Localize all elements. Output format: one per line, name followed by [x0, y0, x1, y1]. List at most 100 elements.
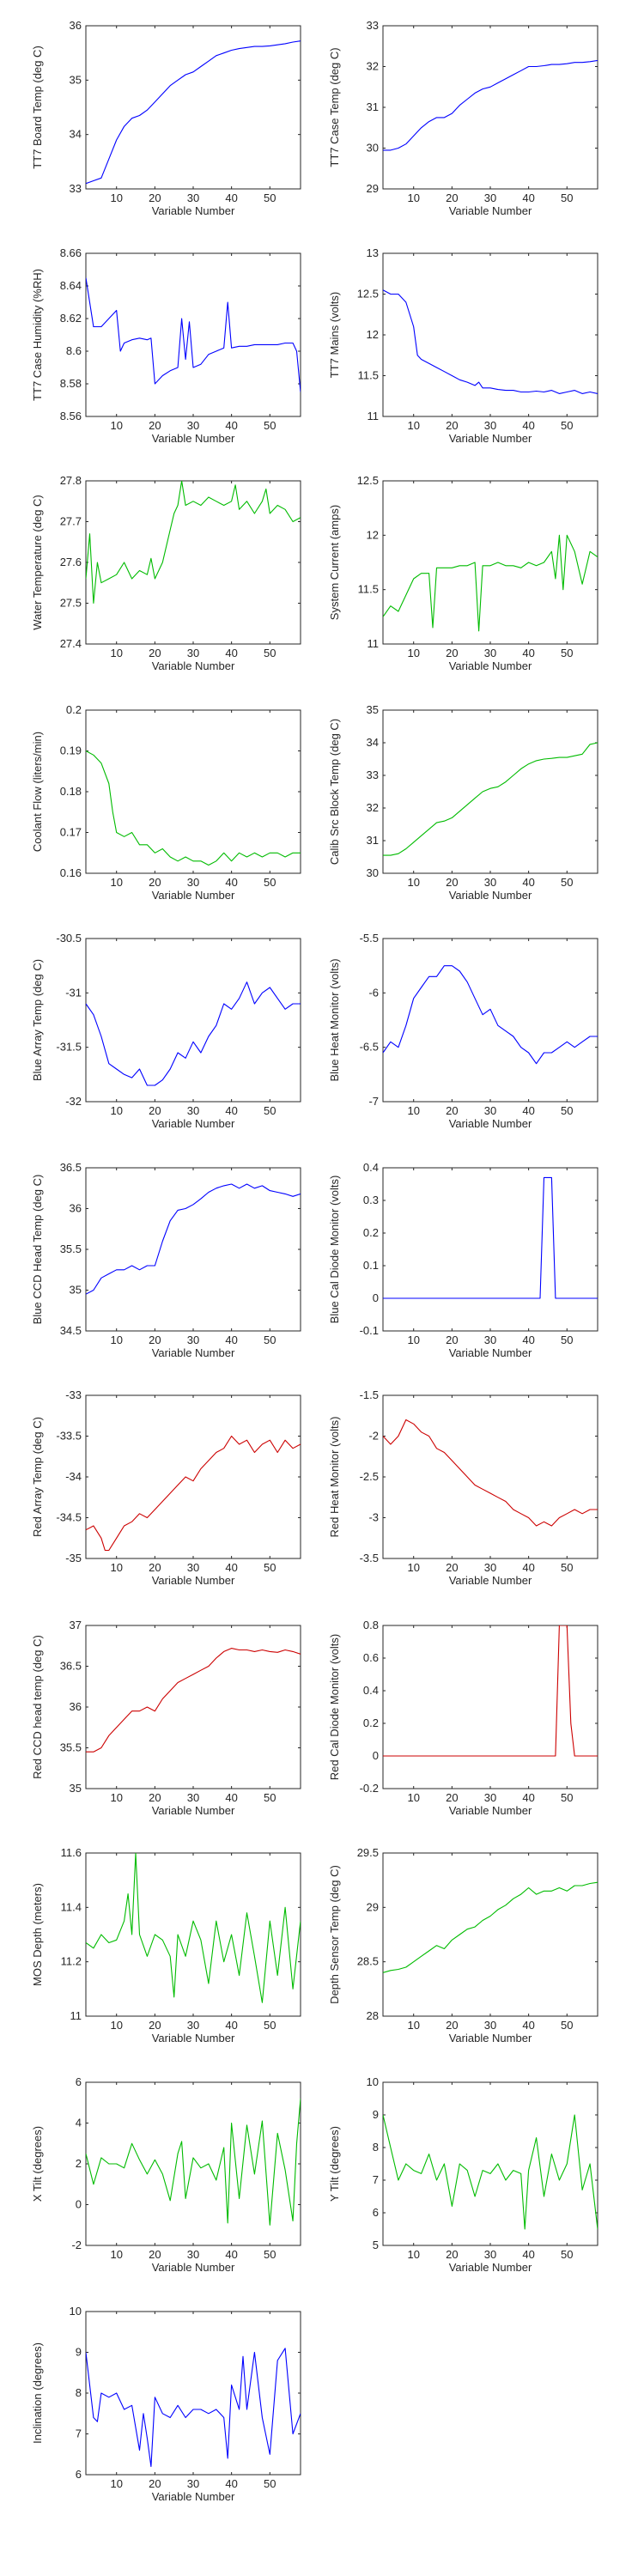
- chart-21-x-tick-label: 30: [187, 2477, 199, 2490]
- chart-15-plot-frame: [85, 1625, 301, 1789]
- chart-12-x-tick-label: 50: [561, 1334, 573, 1346]
- chart-19-y-tick-label: 2: [76, 2157, 82, 2170]
- chart-18-x-tick-label: 40: [522, 2019, 534, 2032]
- chart-13: 10 20 30 40 50 -35 -34.5 -34 -33.5 -33 Variable Nu…: [31, 1388, 301, 1587]
- chart-13-y-tick-label: -33.5: [56, 1430, 82, 1443]
- chart-3-x-axis-label: Variable Number: [152, 432, 235, 445]
- chart-16-y-tick-label: 0.2: [363, 1716, 379, 1729]
- chart-18-x-tick-label: 50: [561, 2019, 573, 2032]
- chart-19-series-line: [86, 2098, 301, 2226]
- chart-2-x-tick-label: 30: [484, 191, 496, 204]
- chart-9-y-tick-label: -31.5: [56, 1041, 82, 1054]
- chart-20-x-tick-label: 10: [407, 2248, 419, 2261]
- chart-2-plot-frame: [382, 25, 598, 190]
- chart-19-x-axis-label: Variable Number: [152, 2261, 235, 2274]
- chart-16-series-line: [383, 1625, 598, 1757]
- chart-5-series-line: [86, 481, 301, 605]
- chart-6-y-tick-label: 12: [367, 528, 379, 541]
- chart-21-y-axis-label: Inclination (degrees): [31, 2342, 44, 2444]
- chart-10-x-axis-label: Variable Number: [449, 1117, 532, 1130]
- chart-15-y-tick-label: 35: [70, 1782, 82, 1795]
- chart-17-y-axis-label: MOS Depth (meters): [31, 1883, 44, 1986]
- chart-14-series-line: [383, 1419, 598, 1527]
- chart-10-y-axis-label: Blue Heat Monitor (volts): [328, 958, 341, 1081]
- chart-5-x-tick-label: 30: [187, 647, 199, 659]
- chart-5-x-axis-label: Variable Number: [152, 659, 235, 672]
- chart-13-x-tick-label: 10: [110, 1561, 122, 1574]
- chart-6-y-tick-label: 11: [368, 637, 380, 650]
- chart-11-y-tick-label: 35.5: [60, 1242, 82, 1255]
- chart-15: 10 20 30 40 50 35 35.5 36 36.5 37 Variable Number R…: [31, 1619, 301, 1817]
- chart-16-y-tick-label: 0.6: [363, 1651, 379, 1664]
- chart-7-y-axis-label: Coolant Flow (liters/min): [31, 732, 44, 852]
- chart-9-series-line: [86, 981, 301, 1086]
- chart-10-x-tick-label: 50: [561, 1104, 573, 1117]
- chart-15-y-tick-label: 36.5: [60, 1660, 82, 1673]
- chart-3-y-tick-label: 8.62: [60, 312, 82, 325]
- chart-10-x-tick-label: 40: [522, 1104, 534, 1117]
- chart-6-x-tick-label: 40: [522, 647, 534, 659]
- chart-11-y-tick-label: 36: [70, 1202, 82, 1215]
- chart-11-x-tick-label: 10: [110, 1334, 122, 1346]
- chart-12-y-tick-label: -0.1: [360, 1324, 379, 1337]
- chart-5-x-tick-label: 50: [264, 647, 276, 659]
- chart-9-plot-frame: [85, 938, 301, 1103]
- chart-1-x-tick-label: 40: [225, 191, 237, 204]
- chart-2-y-tick-label: 33: [367, 19, 379, 32]
- chart-2: 10 20 30 40 50 29 30 31 32 33 Variable Number TT7 C…: [328, 19, 598, 217]
- chart-12-series-line: [383, 1176, 598, 1299]
- chart-8-y-tick-label: 33: [367, 769, 379, 781]
- chart-18-y-tick-label: 29: [367, 1900, 379, 1913]
- chart-10-y-tick-label: -6: [368, 986, 379, 999]
- chart-21-x-axis-label: Variable Number: [152, 2490, 235, 2503]
- chart-11-x-tick-label: 20: [149, 1334, 161, 1346]
- chart-4-y-tick-label: 11.5: [358, 369, 379, 382]
- chart-14-x-tick-label: 50: [561, 1561, 573, 1574]
- chart-20-x-tick-label: 30: [484, 2248, 496, 2261]
- chart-7-series-line: [86, 750, 301, 866]
- chart-20-x-axis-label: Variable Number: [449, 2261, 532, 2274]
- chart-14-y-axis-label: Red Heat Monitor (volts): [328, 1417, 341, 1538]
- chart-11-y-axis-label: Blue CCD Head Temp (deg C): [31, 1175, 44, 1325]
- chart-9-x-tick-label: 10: [110, 1104, 122, 1117]
- chart-12-y-tick-label: 0.1: [363, 1259, 379, 1272]
- chart-4-x-tick-label: 30: [484, 419, 496, 432]
- chart-11-y-tick-label: 36.5: [60, 1161, 82, 1174]
- chart-20-y-tick-label: 8: [373, 2141, 379, 2154]
- chart-13-y-axis-label: Red Array Temp (deg C): [31, 1417, 44, 1537]
- chart-15-x-tick-label: 40: [225, 1791, 237, 1804]
- chart-10: 10 20 30 40 50 -7 -6.5 -6 -5.5 Variable Number Blu…: [328, 932, 598, 1130]
- chart-16-y-tick-label: -0.2: [360, 1782, 379, 1795]
- chart-20-plot-frame: [382, 2081, 598, 2246]
- chart-4-x-axis-label: Variable Number: [449, 432, 532, 445]
- chart-5-y-tick-label: 27.5: [60, 597, 82, 610]
- chart-2-y-tick-label: 32: [367, 60, 379, 73]
- chart-18-plot-frame: [382, 1852, 598, 2017]
- chart-19-x-tick-label: 10: [110, 2248, 122, 2261]
- chart-3: 10 20 30 40 50 8.56 8.58 8.6 8.62 8.64 8.66 Variabl…: [31, 246, 301, 445]
- chart-6-series-line: [383, 534, 598, 632]
- chart-1-series-line: [86, 40, 301, 185]
- chart-21-x-tick-label: 50: [264, 2477, 276, 2490]
- chart-8-y-tick-label: 32: [367, 801, 379, 814]
- chart-6-x-tick-label: 10: [407, 647, 419, 659]
- chart-15-y-axis-label: Red CCD head temp (deg C): [31, 1635, 44, 1779]
- chart-18-x-tick-label: 20: [446, 2019, 458, 2032]
- chart-16: 10 20 30 40 50 -0.2 0 0.2 0.4 0.6 0.8 Variable Numb…: [328, 1619, 598, 1817]
- chart-1-x-axis-label: Variable Number: [152, 204, 235, 217]
- chart-21-x-tick-label: 40: [225, 2477, 237, 2490]
- chart-4-x-tick-label: 50: [561, 419, 573, 432]
- chart-1-x-tick-label: 50: [264, 191, 276, 204]
- chart-10-x-tick-label: 20: [446, 1104, 458, 1117]
- chart-19-x-tick-label: 30: [187, 2248, 199, 2261]
- chart-17-y-tick-label: 11: [70, 2009, 82, 2022]
- chart-20: 10 20 30 40 50 5 6 7 8 9 10 Variable Number Y Tilt (…: [328, 2075, 598, 2274]
- chart-7-x-axis-label: Variable Number: [152, 889, 235, 902]
- chart-17-y-tick-label: 11.6: [61, 1846, 82, 1859]
- chart-20-y-tick-label: 10: [367, 2075, 379, 2088]
- chart-3-y-tick-label: 8.6: [66, 344, 82, 357]
- chart-17: 10 20 30 40 50 11 11.2 11.4 11.6 Variable Number M…: [31, 1846, 301, 2044]
- chart-5-y-axis-label: Water Temperature (deg C): [31, 495, 44, 630]
- chart-9-x-tick-label: 40: [225, 1104, 237, 1117]
